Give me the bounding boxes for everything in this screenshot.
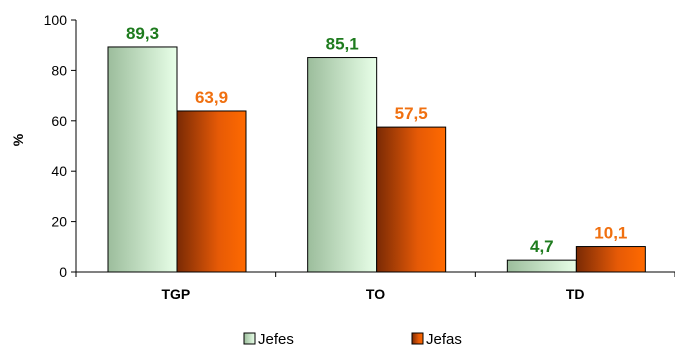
legend-swatch-jefes <box>243 332 256 345</box>
data-label: 4,7 <box>530 237 554 256</box>
y-axis: 0 20 40 60 80 100 <box>44 12 76 280</box>
bar-jefas-to <box>376 126 447 273</box>
x-axis: TGP TO TD <box>161 286 584 302</box>
y-tick-label: 100 <box>44 12 68 28</box>
bar-jefes-td <box>506 259 577 273</box>
bars <box>107 46 646 273</box>
bar-jefes-to <box>307 57 378 273</box>
y-tick-label: 60 <box>51 113 67 129</box>
legend-label-jefas: Jefas <box>426 331 462 347</box>
bar-jefas-td <box>575 246 646 273</box>
legend-swatch-jefas <box>411 332 424 345</box>
data-label: 85,1 <box>326 35 359 54</box>
bar-jefes-tgp <box>107 46 178 273</box>
data-label: 63,9 <box>195 88 228 107</box>
x-tick-label: TGP <box>161 286 190 302</box>
x-tick-label: TD <box>566 286 585 302</box>
data-label: 57,5 <box>395 104 428 123</box>
axes <box>75 20 675 277</box>
y-tick-label: 0 <box>59 264 67 280</box>
legend: Jefes Jefas <box>243 331 462 347</box>
data-labels: 89,3 63,9 85,1 57,5 4,7 10,1 <box>126 24 627 256</box>
data-label: 89,3 <box>126 24 159 43</box>
y-tick-label: 40 <box>51 163 67 179</box>
bar-jefas-tgp <box>176 110 247 273</box>
y-axis-label: % <box>10 133 26 146</box>
x-tick-label: TO <box>366 286 385 302</box>
legend-label-jefes: Jefes <box>258 331 294 347</box>
y-tick-label: 80 <box>51 62 67 78</box>
data-label: 10,1 <box>594 224 627 243</box>
y-tick-label: 20 <box>51 214 67 230</box>
